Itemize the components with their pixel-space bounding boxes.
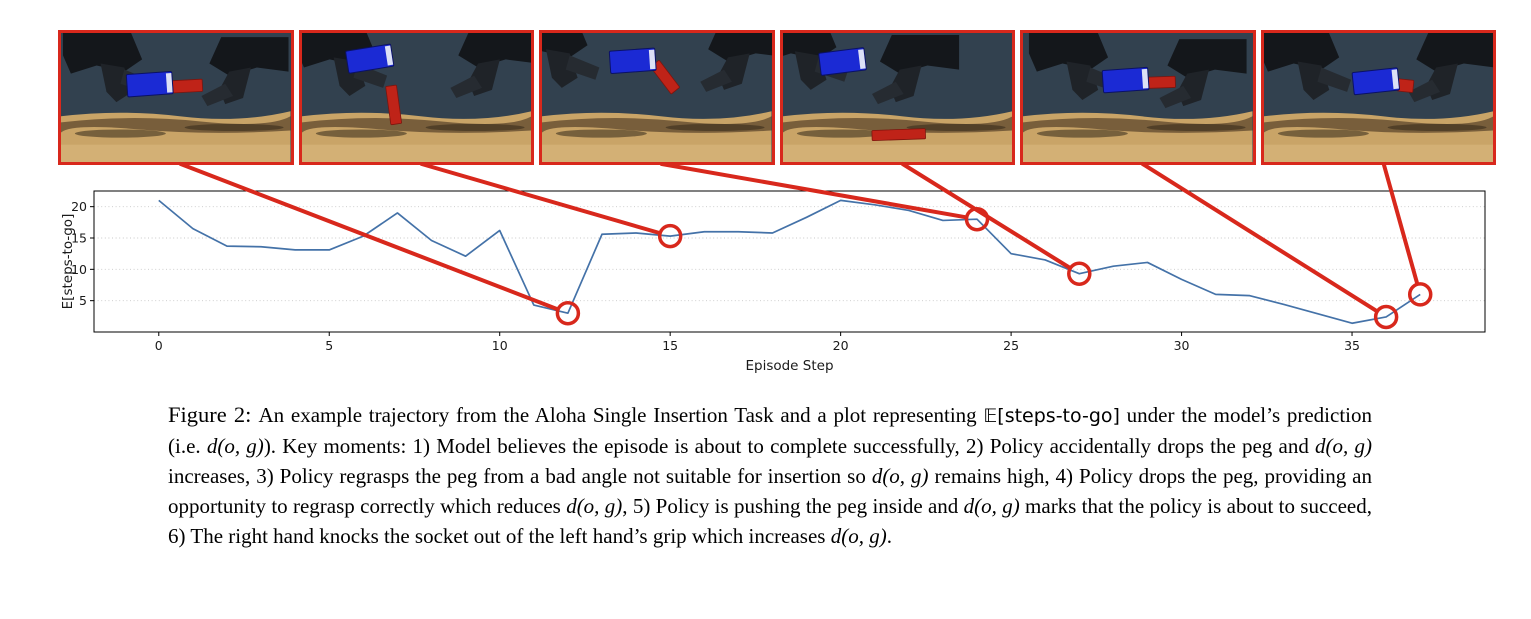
red-peg xyxy=(1148,75,1176,89)
right-gripper xyxy=(201,37,289,107)
right-gripper xyxy=(1159,39,1247,109)
blue-socket xyxy=(1101,66,1150,94)
caption-steps-to-go-expectation: 𝔼[steps-to-go] xyxy=(983,405,1120,427)
trajectory-frames-row xyxy=(58,30,1496,165)
y-axis-label: E[steps-to-go] xyxy=(60,214,76,310)
caption-segment: remains high, 4) Policy drops the peg, p… xyxy=(168,464,1372,518)
figure-caption: Figure 2: An example trajectory from the… xyxy=(168,400,1372,551)
caption-segment: ). Key moments: 1) Model believes the ep… xyxy=(263,434,1316,458)
sim-frame-3-image xyxy=(542,33,772,162)
x-tick-label: 5 xyxy=(325,338,333,353)
caption-segment: increases, 3) Policy regrasps the peg fr… xyxy=(168,464,872,488)
x-axis-label: Episode Step xyxy=(745,358,833,374)
red-peg xyxy=(870,128,926,142)
caption-segment: under the model’s prediction (i.e. xyxy=(168,403,1373,458)
x-tick-label: 20 xyxy=(833,338,849,353)
x-tick-label: 0 xyxy=(155,338,163,353)
caption-segment: . xyxy=(886,524,892,548)
x-tick-label: 30 xyxy=(1174,338,1190,353)
x-tick-label: 25 xyxy=(1003,338,1019,353)
x-tick-label: 15 xyxy=(662,338,678,353)
blue-socket xyxy=(125,70,174,98)
trajectory-frame-3 xyxy=(539,30,775,165)
caption-figure-label: Figure 2: xyxy=(168,402,259,427)
trajectory-frame-2 xyxy=(298,30,534,165)
blue-socket xyxy=(817,47,867,76)
x-axis: 0 5 10 15 20 25 30 35 xyxy=(155,332,1360,353)
sim-frame-5-image xyxy=(1023,33,1253,162)
left-gripper xyxy=(1028,33,1120,101)
sim-frame-6-image xyxy=(1263,33,1493,162)
blue-socket xyxy=(1351,67,1400,96)
x-tick-label: 10 xyxy=(492,338,508,353)
y-tick-label: 20 xyxy=(71,199,87,214)
right-gripper xyxy=(871,35,959,105)
blue-socket xyxy=(608,47,657,74)
x-tick-label: 35 xyxy=(1344,338,1360,353)
left-gripper xyxy=(1263,33,1351,101)
caption-math-segment: d(o, g) xyxy=(871,464,929,488)
sim-frame-4-image xyxy=(782,33,1012,162)
caption-math-segment: d(o, g) xyxy=(566,494,623,518)
caption-math-segment: d(o, g) xyxy=(206,434,264,458)
blue-socket xyxy=(344,43,394,74)
y-axis: 5 10 15 20 xyxy=(71,199,94,308)
trajectory-frame-4 xyxy=(779,30,1015,165)
trajectory-frame-6 xyxy=(1260,30,1496,165)
y-tick-label: 15 xyxy=(71,231,87,246)
right-gripper xyxy=(1407,33,1493,103)
caption-math-segment: d(o, g) xyxy=(830,524,887,548)
y-tick-label: 10 xyxy=(71,262,87,277)
caption-math-segment: d(o, g) xyxy=(963,494,1020,518)
trajectory-frame-5 xyxy=(1020,30,1256,165)
right-gripper xyxy=(449,33,531,99)
caption-segment: marks that the policy is about to succee… xyxy=(168,494,1372,548)
trajectory-frame-1 xyxy=(58,30,294,165)
y-tick-label: 5 xyxy=(79,293,87,308)
caption-segment: , 5) Policy is pushing the peg inside an… xyxy=(622,494,964,518)
left-gripper xyxy=(542,33,600,88)
caption-math-segment: d(o, g) xyxy=(1315,434,1372,458)
caption-segment: An example trajectory from the Aloha Sin… xyxy=(258,403,984,427)
right-gripper xyxy=(700,33,772,92)
sim-frame-1-image xyxy=(61,33,291,162)
red-peg xyxy=(384,84,402,126)
sim-frame-2-image xyxy=(301,33,531,162)
red-peg xyxy=(172,78,204,94)
